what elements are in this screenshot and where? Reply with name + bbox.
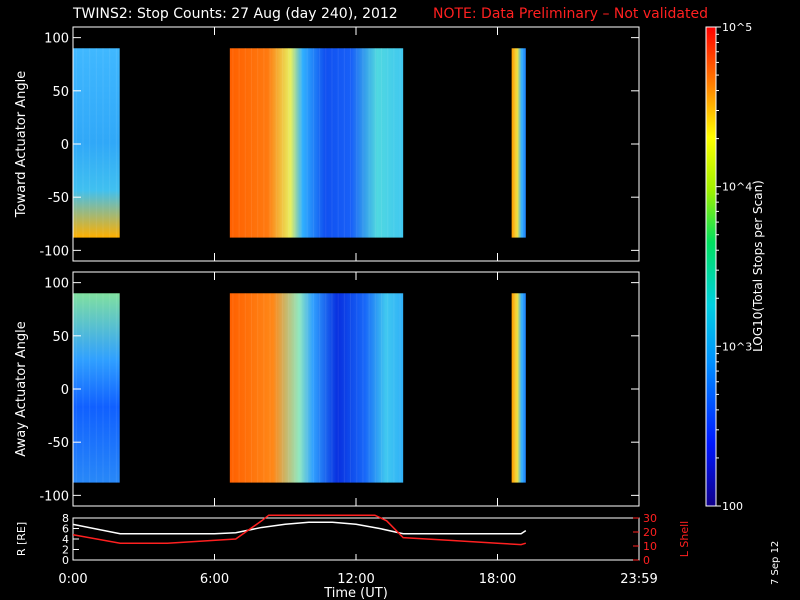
- colorbar-tick-label: 10^5: [722, 21, 752, 34]
- y-tick-label: 50: [52, 330, 69, 345]
- y-tick-label: -100: [39, 244, 69, 259]
- y2-tick-label: 10: [643, 540, 657, 553]
- y-tick-label: 0: [61, 138, 69, 153]
- ylabel-away: Away Actuator Angle: [14, 321, 29, 456]
- y-tick-label: 0: [62, 554, 69, 567]
- y-tick-label: 0: [61, 383, 69, 398]
- y-tick-label: 2: [62, 544, 69, 557]
- x-tick-label: 23:59: [620, 572, 657, 587]
- y2-tick-label: 30: [643, 512, 657, 525]
- heatmap-block: [229, 48, 404, 238]
- colorbar-tick-label: 10^3: [722, 340, 752, 353]
- heatmap-toward-panel: [73, 48, 526, 238]
- y-tick-label: 4: [62, 533, 69, 546]
- ylabel-radius: R [RE]: [15, 522, 28, 556]
- y-tick-label: 100: [44, 32, 69, 47]
- x-tick-label: 12:00: [337, 572, 374, 587]
- y-tick-label: 8: [62, 512, 69, 525]
- y-tick-label: 6: [62, 523, 69, 536]
- y-tick-label: 50: [52, 85, 69, 100]
- xlabel-time: Time (UT): [323, 586, 388, 600]
- heatmap-away-panel: [73, 293, 526, 483]
- heatmap-block: [229, 293, 404, 483]
- y2-tick-label: 20: [643, 526, 657, 539]
- colorbar-tick-label: 100: [722, 500, 743, 513]
- y-tick-label: 100: [44, 277, 69, 292]
- heatmap-block: [511, 48, 526, 238]
- y2-tick-label: 0: [643, 554, 650, 567]
- orbit-lines: [73, 514, 527, 546]
- colorbar-tick-label: 10^4: [722, 181, 752, 194]
- ylabel-lshell: L Shell: [678, 521, 691, 557]
- axes: 100500-50-100100500-50-1008642030201000:…: [39, 27, 658, 587]
- chart-title: TWINS2: Stop Counts: 27 Aug (day 240), 2…: [73, 6, 398, 22]
- x-tick-label: 18:00: [479, 572, 516, 587]
- x-tick-label: 6:00: [200, 572, 229, 587]
- y-tick-label: -50: [48, 191, 69, 206]
- y-tick-label: -100: [39, 489, 69, 504]
- radius-line: [73, 521, 527, 535]
- heatmap-block: [73, 293, 120, 483]
- y-tick-label: -50: [48, 436, 69, 451]
- heatmap-block: [511, 293, 526, 483]
- colorbar-label: LOG10(Total Stops per Scan): [751, 180, 765, 352]
- heatmap-block: [73, 48, 120, 238]
- x-tick-label: 0:00: [58, 572, 87, 587]
- preliminary-note: NOTE: Data Preliminary – Not validated: [433, 6, 708, 22]
- ylabel-toward: Toward Actuator Angle: [14, 71, 29, 218]
- colorbar-ticks: 10^5 10^4 10^3 100: [716, 21, 752, 513]
- colorbar: [705, 26, 717, 507]
- lshell-line: [73, 514, 527, 546]
